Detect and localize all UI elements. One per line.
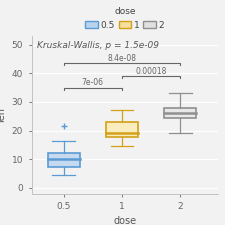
Y-axis label: len: len (0, 107, 6, 122)
X-axis label: dose: dose (113, 216, 136, 225)
Text: 0.00018: 0.00018 (135, 67, 167, 76)
Text: 7e-06: 7e-06 (82, 78, 104, 87)
Bar (47, 153, 80, 167)
Legend: 0.5, 1, 2: 0.5, 1, 2 (85, 7, 164, 30)
Text: Kruskal-Wallis, p = 1.5e-09: Kruskal-Wallis, p = 1.5e-09 (37, 41, 159, 50)
Bar (106, 122, 138, 137)
Bar (164, 108, 196, 118)
Text: 8.4e-08: 8.4e-08 (108, 54, 136, 63)
